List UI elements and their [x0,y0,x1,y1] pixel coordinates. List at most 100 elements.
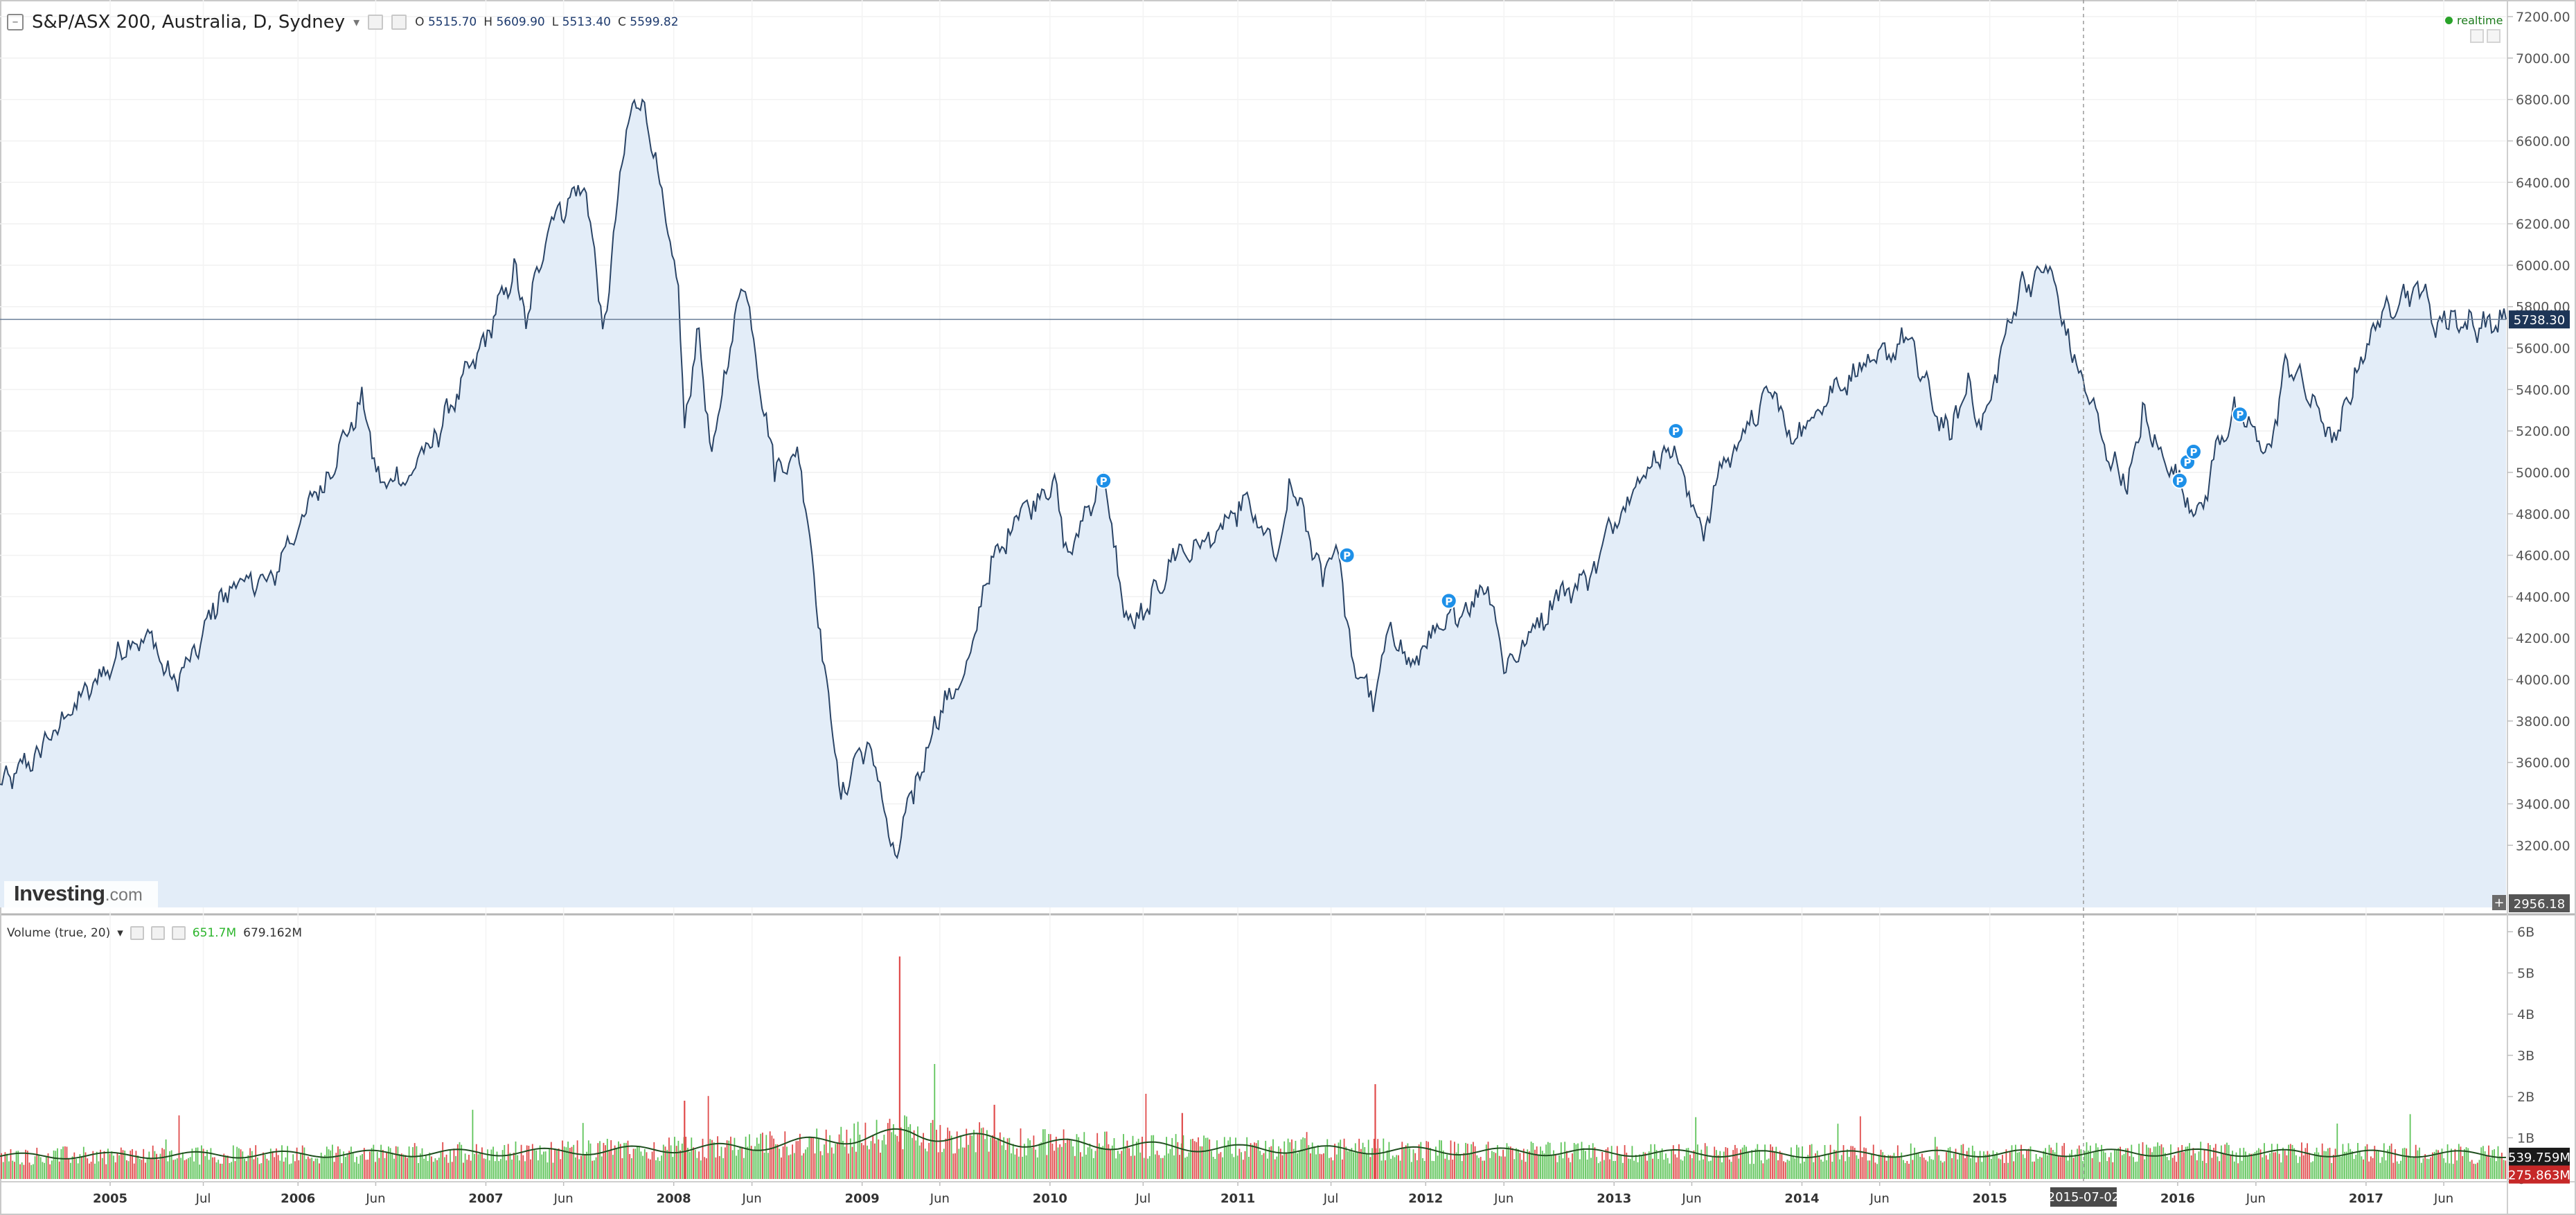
event-marker-label: P [2189,446,2197,459]
event-marker-label: P [1343,550,1351,562]
event-marker[interactable] [1440,592,1457,610]
realtime-label: realtime [2457,14,2503,27]
event-marker-label: P [2184,456,2192,469]
high-label: H [483,15,493,29]
volume-readout: 539.759M [2508,1151,2570,1165]
time-tick-label: 2007 [468,1191,503,1206]
low-label: L [551,15,559,29]
event-marker[interactable] [1667,423,1685,440]
volume-close-icon[interactable] [171,926,186,940]
price-tick-label: 6000.00 [2516,258,2570,274]
scale-bottom-readout-bg [2509,894,2570,912]
settings-icon[interactable] [368,15,384,30]
time-tick-label: Jun [553,1191,574,1206]
price-tick-label: 4600.00 [2516,549,2570,564]
event-marker[interactable] [2171,472,2188,489]
volume-ma-value: 679.162M [243,926,303,940]
plus-button-bg [2492,895,2506,910]
scroll-right-icon[interactable] [2487,29,2501,43]
price-tick-label: 5200.00 [2516,424,2570,439]
volume-tick-label: 3B [2517,1049,2534,1064]
time-tick-label: Jul [195,1191,211,1206]
volume-legend: Volume (true, 20) ▾ 651.7M 679.162M [7,923,302,943]
time-tick-label: 2015 [1973,1191,2007,1206]
price-tick-label: 6200.00 [2516,217,2570,232]
scale-bottom-readout: 2956.18 [2514,897,2565,912]
time-tick-label: 2011 [1220,1191,1255,1206]
event-marker[interactable] [1338,547,1356,564]
crosshair-date-label: 2015-07-02 [2048,1190,2120,1205]
volume-tick-label: 1B [2517,1131,2534,1146]
time-tick-label: 2016 [2160,1191,2195,1206]
time-tick-label: 2005 [93,1191,127,1206]
price-tick-label: 5400.00 [2516,382,2570,398]
price-area [0,98,2507,907]
ohlc-values: O 5515.70 H 5609.90 L 5513.40 C 5599.82 [415,15,678,29]
last-price-readout: 5738.30 [2514,313,2565,328]
time-tick-label: Jun [365,1191,385,1206]
price-tick-label: 4000.00 [2516,673,2570,688]
price-tick-label: 6400.00 [2516,175,2570,190]
scroll-left-icon[interactable] [2470,29,2484,43]
volume-tick-label: 6B [2517,925,2534,940]
time-tick-label: Jun [742,1191,762,1206]
close-icon[interactable] [391,15,407,30]
chevron-down-icon[interactable]: ▾ [353,15,360,30]
price-tick-label: 3200.00 [2516,838,2570,853]
price-tick-label: 4200.00 [2516,631,2570,646]
volume-legend-label: Volume (true, 20) [7,926,111,940]
open-value: 5515.70 [427,15,477,29]
volume-settings-icon[interactable] [130,926,144,940]
volume-hide-icon[interactable] [150,926,165,940]
price-tick-label: 5000.00 [2516,465,2570,481]
close-label: C [617,15,626,29]
price-line [0,98,2507,860]
low-value: 5513.40 [562,15,611,29]
price-tick-label: 4400.00 [2516,589,2570,605]
time-tick-label: 2009 [845,1191,880,1206]
time-tick-label: 2008 [657,1191,691,1206]
event-marker-label: P [1445,595,1453,608]
volume-ma-readout-bg [2509,1165,2570,1184]
time-tick-label: 2006 [281,1191,315,1206]
high-value: 5609.90 [496,15,545,29]
event-marker[interactable] [1095,472,1112,489]
logo-brand: Investing [14,881,105,905]
event-marker-label: P [2236,409,2244,421]
price-tick-label: 4800.00 [2516,507,2570,522]
time-tick-label: 2014 [1784,1191,1819,1206]
time-tick-label: Jun [930,1191,950,1206]
event-marker[interactable] [2185,443,2202,461]
symbol-legend: – S&P/ASX 200, Australia, D, Sydney ▾ O … [7,8,679,36]
volume-tick-label: 4B [2517,1007,2534,1022]
investing-logo: Investing .com [4,881,158,912]
time-tick-label: 2013 [1597,1191,1631,1206]
volume-ma-line [0,1128,2507,1160]
volume-tick-label: 5B [2517,966,2534,982]
volume-readout-bg [2509,1147,2570,1166]
price-tick-label: 6600.00 [2516,134,2570,149]
plus-icon[interactable]: + [2494,896,2504,910]
readouts: 5738.30 2956.18 539.759M 275.863M +2015-07-0… [2048,310,2570,1207]
price-tick-label: 6800.00 [2516,93,2570,108]
price-tick-label: 3600.00 [2516,756,2570,771]
status-dot-icon [2445,17,2453,24]
event-marker[interactable] [2231,406,2248,423]
volume-chevron-icon[interactable]: ▾ [117,926,123,940]
price-tick-label: 3400.00 [2516,797,2570,812]
time-tick-label: Jun [1493,1191,1513,1206]
price-tick-label: 7200.00 [2516,10,2570,25]
time-tick-label: 2012 [1408,1191,1443,1206]
close-value: 5599.82 [630,15,679,29]
time-tick-label: Jun [2433,1191,2453,1206]
collapse-icon[interactable]: – [7,14,24,30]
time-tick-label: Jun [2246,1191,2266,1206]
time-tick-label: 2010 [1033,1191,1067,1206]
realtime-indicator: realtime [2445,14,2503,27]
event-marker-label: P [1672,425,1680,438]
logo-suffix: .com [105,885,143,905]
volume-tick-label: 2B [2517,1090,2534,1105]
